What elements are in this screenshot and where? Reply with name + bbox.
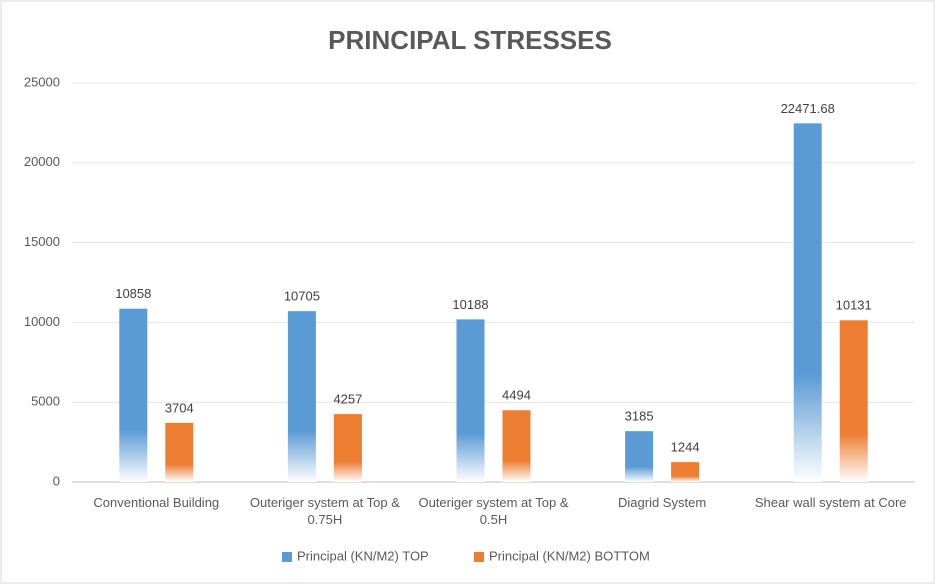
bar xyxy=(287,311,316,482)
legend-label: Principal (KN/M2) BOTTOM xyxy=(489,548,650,563)
data-label: 4494 xyxy=(502,388,531,403)
x-tick-label: Conventional Building xyxy=(93,495,220,510)
bar xyxy=(671,462,700,482)
y-tick-label: 0 xyxy=(53,473,60,488)
x-tick-label: Shear wall system at Core xyxy=(754,495,907,510)
bar xyxy=(165,422,194,482)
y-tick-label: 5000 xyxy=(31,394,60,409)
data-label: 3185 xyxy=(625,409,654,424)
data-label: 22471.68 xyxy=(781,101,835,116)
data-label: 10858 xyxy=(115,286,151,301)
data-label: 1244 xyxy=(671,440,700,455)
bar xyxy=(502,410,531,482)
legend-swatch xyxy=(474,552,484,562)
bar xyxy=(625,431,654,482)
data-label: 10705 xyxy=(284,289,320,304)
bar xyxy=(456,319,485,482)
bar xyxy=(839,320,868,482)
y-tick-label: 10000 xyxy=(24,314,60,329)
data-label: 3704 xyxy=(165,400,194,415)
y-tick-label: 15000 xyxy=(24,234,60,249)
bar xyxy=(333,414,362,482)
y-tick-label: 20000 xyxy=(24,154,60,169)
legend-swatch xyxy=(282,552,292,562)
y-tick-label: 25000 xyxy=(24,74,60,89)
data-label: 10131 xyxy=(836,298,872,313)
x-tick-label: Diagrid System xyxy=(618,495,707,510)
bar xyxy=(793,123,822,482)
x-tick-label: Outeriger system at Top & 0.5H xyxy=(418,495,569,527)
x-tick-label: Outeriger system at Top & 0.75H xyxy=(249,495,400,527)
data-label: 4257 xyxy=(333,391,362,406)
bar xyxy=(119,308,148,482)
data-label: 10188 xyxy=(452,297,488,312)
legend-label: Principal (KN/M2) TOP xyxy=(297,548,429,563)
chart-title: PRINCIPAL STRESSES xyxy=(328,25,612,55)
